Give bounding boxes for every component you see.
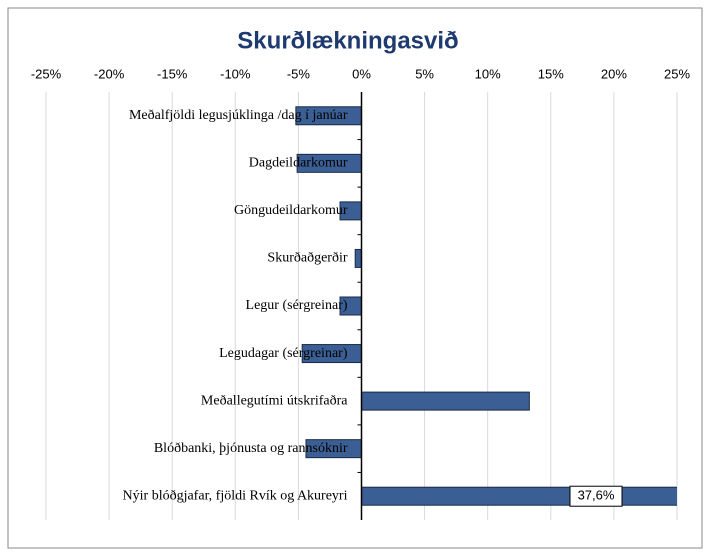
y-tick-label: Dagdeildarkomur (249, 156, 348, 171)
y-tick-label: Legudagar (sérgreinar) (219, 346, 348, 361)
value-label: 37,6% (578, 488, 615, 503)
chart-frame (7, 7, 703, 549)
y-tick-label: Legur (sérgreinar) (246, 298, 348, 313)
y-tick-label: Göngudeildarkomur (234, 203, 348, 218)
x-tick-label: -25% (31, 66, 62, 81)
bar (354, 248, 363, 268)
x-tick-label: 10% (475, 66, 501, 81)
x-tick-label: 20% (601, 66, 627, 81)
chart-title: Skurðlækningasvið (237, 27, 458, 54)
x-tick-label: -10% (220, 66, 251, 81)
x-tick-label: 0% (352, 66, 371, 81)
x-tick-label: 25% (664, 66, 690, 81)
bar (361, 391, 530, 411)
x-tick-label: 15% (538, 66, 564, 81)
x-tick-label: -20% (94, 66, 125, 81)
value-label-box (569, 485, 623, 507)
y-tick-label: Meðalfjöldi legusjúklinga /dag í janúar (129, 108, 348, 123)
y-tick-label: Nýir blóðgjafar, fjöldi Rvík og Akureyri (123, 488, 348, 503)
y-tick-label: Meðallegutími útskrifaðra (201, 393, 348, 408)
x-tick-label: -15% (157, 66, 188, 81)
y-tick-label: Blóðbanki, þjónusta og rannsóknir (154, 441, 348, 456)
x-tick-label: -5% (287, 66, 311, 81)
bar (361, 486, 677, 506)
y-tick-label: Skurðaðgerðir (267, 251, 347, 266)
x-tick-label: 5% (415, 66, 434, 81)
